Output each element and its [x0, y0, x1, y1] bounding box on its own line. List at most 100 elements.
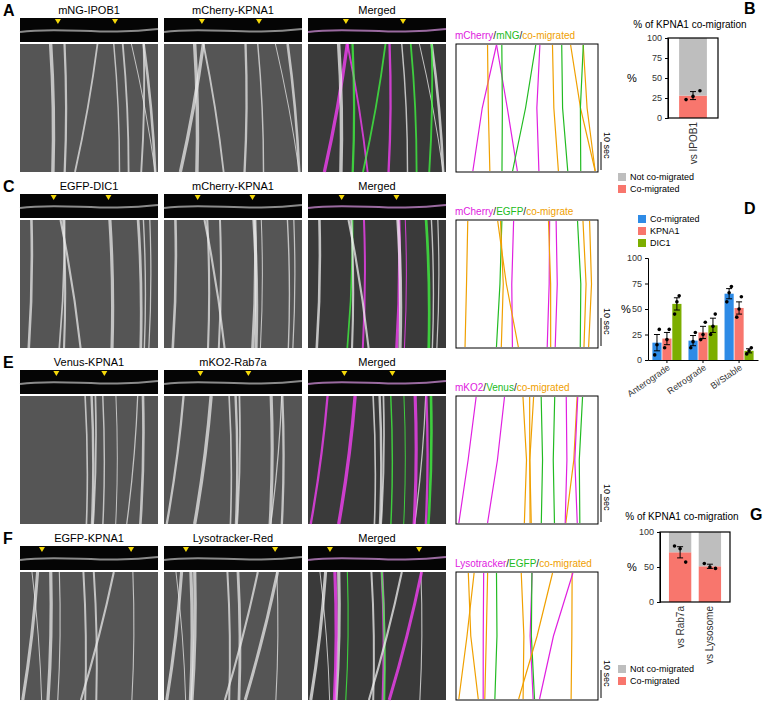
x-axis: vs IPOB1: [669, 118, 719, 164]
panel-letter: E: [3, 354, 14, 371]
x-tick: vs IPOB1: [688, 118, 699, 164]
channel-label: Lysotracker-Red: [193, 532, 273, 544]
kymograph: [308, 396, 446, 524]
arrowhead: [128, 547, 134, 552]
neurite: [20, 381, 158, 384]
kymo-streak: [176, 572, 186, 700]
trace-line: [488, 397, 505, 523]
y-tick: 50: [644, 562, 660, 572]
legend-label: KPNA1: [650, 226, 680, 236]
error-bar: [736, 302, 742, 314]
error-bar-cap: [654, 334, 660, 335]
x-tick-mark: [703, 360, 704, 363]
image-strip: [20, 18, 158, 42]
kymo-streak: [23, 572, 38, 700]
trace-line: [497, 45, 518, 171]
kymo-streak: [254, 220, 257, 348]
x-tick-label: vs Rab7a: [675, 606, 686, 649]
x-tick-mark: [739, 360, 740, 363]
neurite: [164, 29, 302, 32]
arrowhead: [339, 195, 345, 200]
kymo-streak: [167, 572, 182, 700]
kymo-streak: [203, 44, 223, 172]
trace-line: [495, 573, 497, 699]
legend-label: Co-migrated: [630, 676, 680, 686]
plot-frame: [668, 38, 718, 118]
kymo-streak: [110, 220, 113, 348]
y-tick-mark: [645, 335, 648, 336]
channel-label: mKO2-Rab7a: [199, 356, 267, 368]
kymo-streak: [411, 44, 417, 172]
trace-line: [571, 45, 596, 171]
kymo-streak: [288, 44, 300, 172]
y-tick: 100: [627, 253, 648, 263]
kymo-streak: [414, 396, 416, 524]
y-axis: 0255075100: [647, 33, 669, 123]
panel-letter: F: [3, 530, 13, 547]
kymo-streak: [311, 572, 326, 700]
trace-line: [537, 45, 540, 171]
kymo-streak: [258, 44, 264, 172]
kymo-streak: [419, 44, 443, 172]
plot-area: [679, 38, 707, 118]
kymo-streak: [58, 572, 60, 700]
trace-line: [519, 573, 553, 699]
plot-area: [652, 285, 753, 360]
neurite: [308, 205, 446, 208]
kymo-streak: [346, 572, 348, 700]
bar-segment: [699, 532, 721, 566]
image-strip: [164, 18, 302, 42]
error-bar: [726, 289, 732, 299]
image-strip: [164, 194, 302, 218]
legend-swatch: [638, 227, 646, 235]
y-tick-mark: [665, 78, 668, 79]
y-tick-mark: [665, 58, 668, 59]
kymo-streak: [75, 44, 97, 172]
error-bar: [677, 547, 683, 558]
kymograph: [164, 220, 302, 348]
data-point: [657, 328, 661, 332]
data-point: [673, 312, 677, 316]
channel-label: Merged: [358, 532, 395, 544]
y-axis: 050100: [639, 527, 661, 607]
y-tick-label: 25: [652, 93, 662, 103]
time-label: 10 sec: [602, 660, 612, 687]
legend-swatch: [638, 239, 646, 247]
kymo-streak: [431, 220, 433, 348]
data-point: [691, 340, 695, 344]
kymo-streak: [195, 44, 198, 172]
time-scale-bar: [601, 142, 602, 170]
trace-box: [456, 396, 598, 524]
x-tick-label: Bi/Stable: [709, 362, 744, 391]
y-tick-label: 50: [632, 304, 642, 314]
error-bar: [674, 298, 680, 310]
y-tick-mark: [645, 284, 648, 285]
trace-line: [468, 573, 478, 699]
channel-label: mCherry-KPNA1: [192, 180, 274, 192]
kymo-streak: [382, 572, 384, 700]
image-strip: [308, 194, 446, 218]
x-tick-label: vs Lysosome: [704, 606, 715, 664]
y-tick: 50: [632, 304, 648, 314]
x-tick: Anterograde: [626, 360, 672, 399]
time-scale-bar: [601, 670, 602, 698]
kymo-streak: [149, 220, 151, 348]
panel-letter: D: [744, 200, 756, 217]
trace-legend-part: co-migrate: [526, 206, 574, 217]
panel-letter: A: [3, 2, 15, 19]
legend: Not co-migratedCo-migrated: [618, 172, 694, 194]
kymograph: [20, 572, 158, 700]
y-tick-label: 0: [637, 355, 642, 365]
data-point: [727, 291, 731, 295]
kymograph: [20, 396, 158, 524]
image-strip: [164, 370, 302, 394]
data-point: [750, 346, 754, 350]
error-bar-cap: [677, 557, 683, 558]
kymo-streak: [29, 220, 32, 348]
trace-legend-part: EGFP: [496, 206, 524, 217]
kymograph: [308, 572, 446, 700]
error-bar: [700, 326, 706, 338]
trace-line: [571, 573, 572, 699]
kymo-streak: [83, 572, 86, 700]
y-tick-mark: [645, 309, 648, 310]
